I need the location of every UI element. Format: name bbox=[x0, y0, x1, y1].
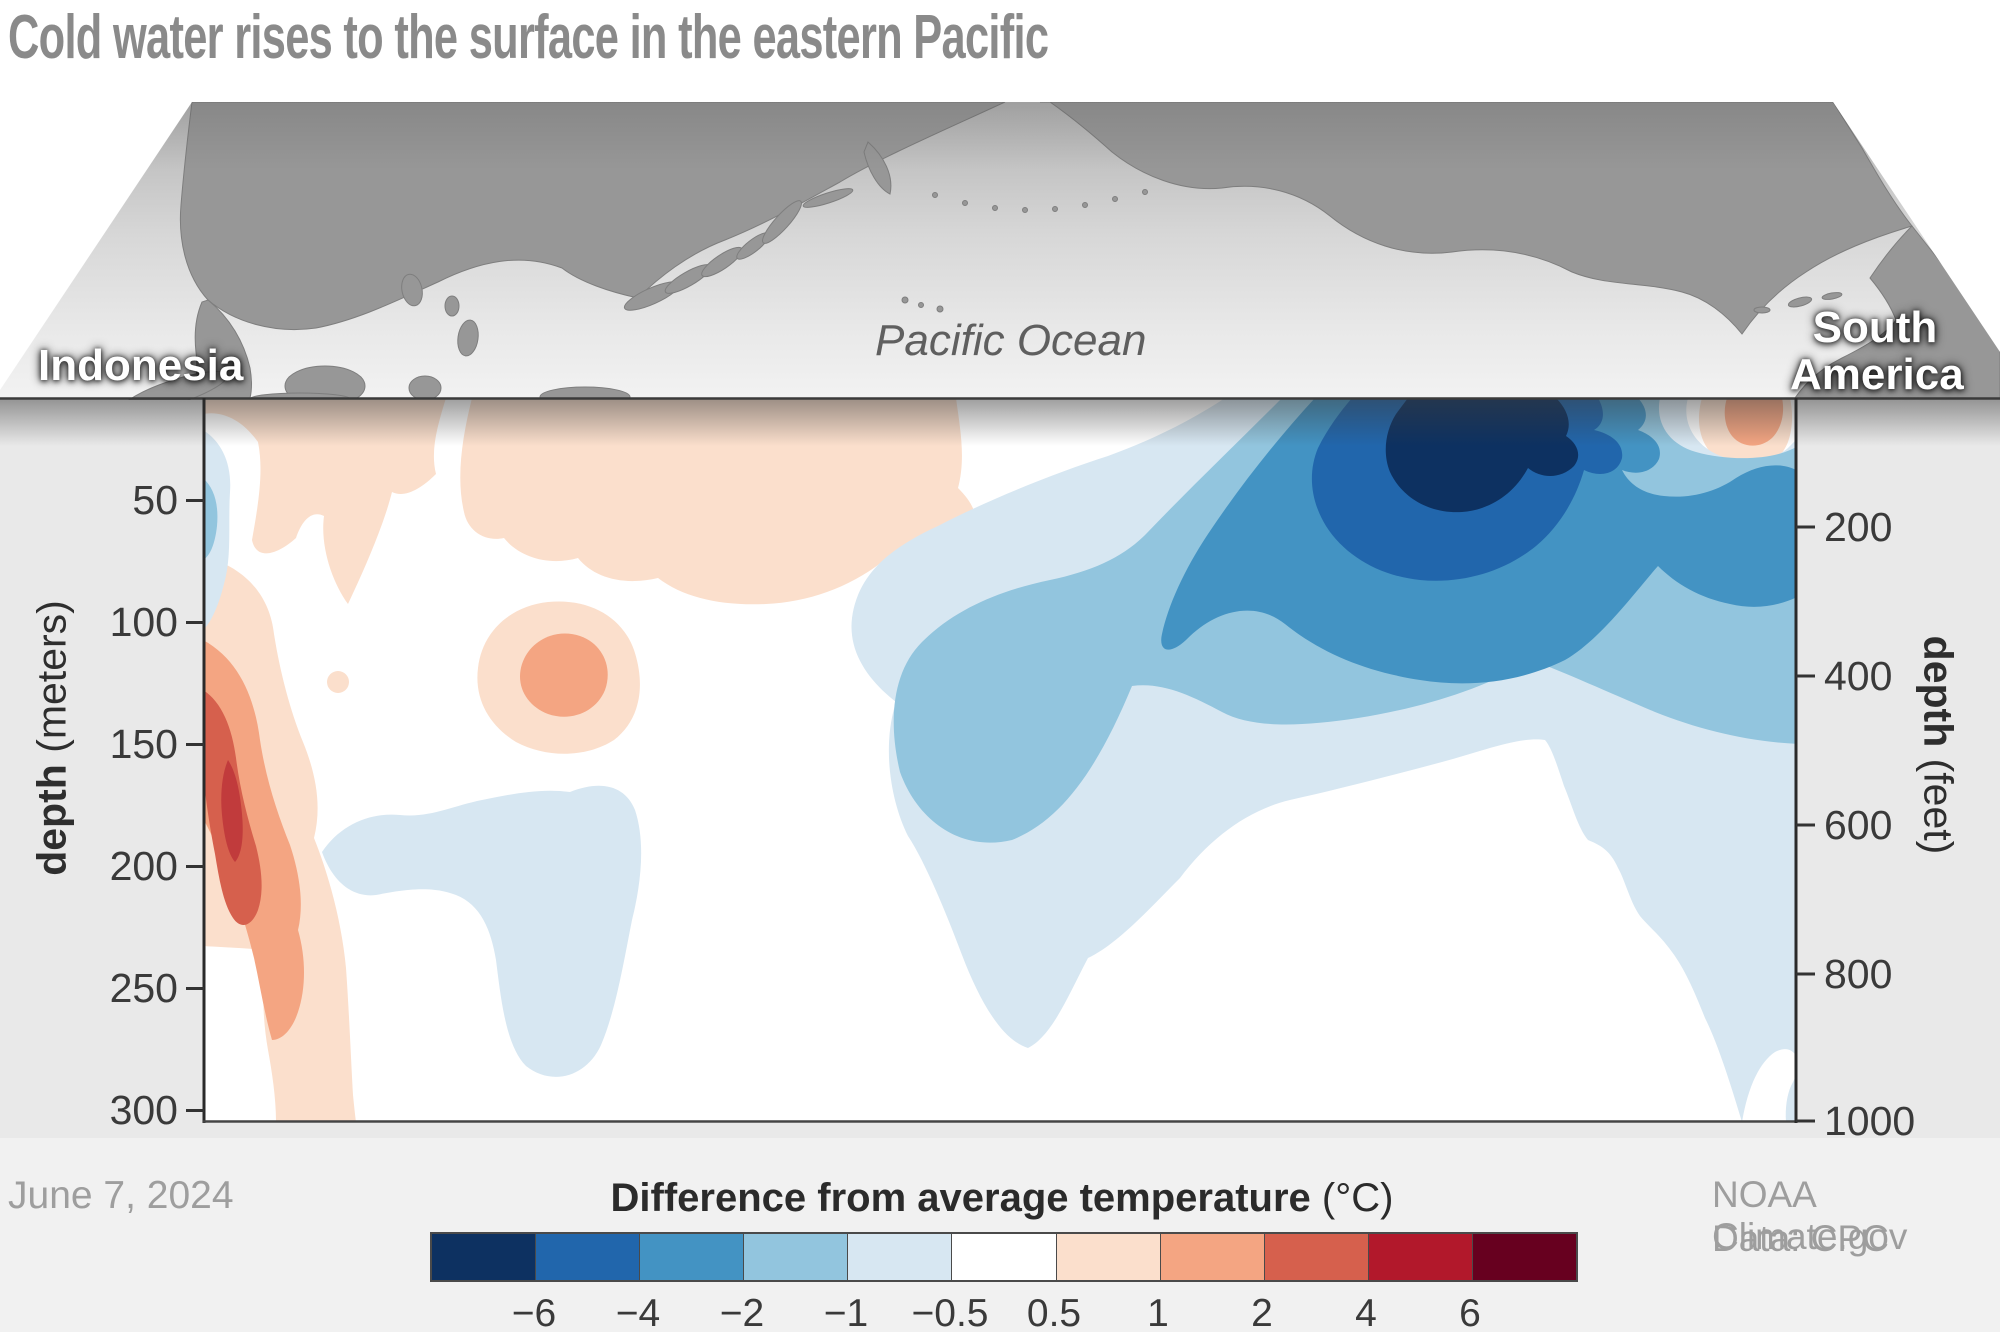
colorbar-swatch bbox=[744, 1234, 849, 1280]
contour-warm-top-center bbox=[460, 398, 976, 605]
left-axis-title-unit: (meters) bbox=[28, 600, 75, 765]
map-label-south-america: South America bbox=[1790, 303, 1964, 399]
map-label-pacific-ocean: Pacific Ocean bbox=[875, 316, 1147, 365]
colorbar-swatch bbox=[1472, 1234, 1577, 1280]
contour-cold-central-blob bbox=[322, 785, 642, 1077]
legend-title: Difference from average temperature (°C) bbox=[430, 1176, 1574, 1221]
contour-warm-west-core2 bbox=[221, 760, 243, 862]
map-land-aleutians bbox=[932, 189, 1148, 213]
left-tick-100: 100 bbox=[109, 599, 178, 645]
left-axis-title-word: depth bbox=[28, 764, 75, 876]
right-tick-200: 200 bbox=[1824, 504, 1893, 550]
page-title: Cold water rises to the surface in the e… bbox=[8, 3, 1049, 72]
colorbar-tick: −4 bbox=[615, 1292, 661, 1335]
colorbar-tick: −6 bbox=[511, 1292, 557, 1335]
colorbar-tick: −0.5 bbox=[911, 1292, 989, 1335]
left-tick-50: 50 bbox=[132, 477, 178, 523]
left-tick-150: 150 bbox=[109, 721, 178, 767]
map-land-indonesia bbox=[122, 273, 631, 400]
colorbar-swatch bbox=[848, 1234, 953, 1280]
contour-warm-top-left bbox=[203, 398, 446, 604]
right-tick-600: 600 bbox=[1824, 802, 1893, 848]
right-axis-title: depth (feet) bbox=[1915, 636, 1962, 855]
left-tick-200: 200 bbox=[109, 843, 178, 889]
colorbar-swatch bbox=[1368, 1234, 1473, 1280]
credit-noaa: NOAA Climate.gov bbox=[1712, 1174, 1908, 1257]
colorbar-tick: −2 bbox=[719, 1292, 765, 1335]
left-tick-250: 250 bbox=[109, 965, 178, 1011]
colorbar-swatch bbox=[640, 1234, 745, 1280]
left-tick-300: 300 bbox=[109, 1087, 178, 1133]
map-label-south-line2: America bbox=[1790, 350, 1964, 399]
colorbar-swatch bbox=[952, 1234, 1057, 1280]
colorbar-swatch bbox=[1056, 1234, 1161, 1280]
right-axis-title-unit: (feet) bbox=[1915, 747, 1962, 855]
colorbar-tick: 4 bbox=[1355, 1292, 1377, 1335]
contour-cold-west-edge bbox=[203, 430, 231, 630]
right-axis-title-word: depth bbox=[1915, 635, 1962, 748]
map-land-hawaii bbox=[901, 296, 944, 313]
colorbar-tick: −1 bbox=[823, 1292, 869, 1335]
date-label: June 7, 2024 bbox=[8, 1174, 234, 1217]
right-tick-1000: 1000 bbox=[1824, 1098, 1916, 1144]
right-tick-400: 400 bbox=[1824, 653, 1893, 699]
colorbar-tick: 1 bbox=[1147, 1292, 1169, 1335]
colorbar bbox=[430, 1232, 1578, 1282]
map-shadow bbox=[0, 398, 2000, 446]
colorbar-tick: 0.5 bbox=[1026, 1292, 1082, 1335]
colorbar-swatch bbox=[536, 1234, 641, 1280]
pacific-map-graphic bbox=[0, 102, 2000, 400]
colorbar-tick: 2 bbox=[1251, 1292, 1273, 1335]
credit-data-source: Data: CPC bbox=[1712, 1218, 1889, 1259]
colorbar-swatch bbox=[432, 1234, 537, 1280]
colorbar-swatch bbox=[1160, 1234, 1265, 1280]
axes-lines bbox=[0, 397, 2000, 1123]
colorbar-tick: 6 bbox=[1459, 1292, 1481, 1335]
left-axis-title: depth (meters) bbox=[29, 600, 76, 876]
map-label-south-line1: South bbox=[1812, 303, 1938, 352]
legend-title-text: Difference from average temperature bbox=[610, 1176, 1311, 1220]
contour-warm-eddy-inner bbox=[519, 633, 608, 717]
right-tick-800: 800 bbox=[1824, 951, 1893, 997]
map-label-indonesia: Indonesia bbox=[38, 341, 244, 390]
legend-title-unit: (°C) bbox=[1310, 1176, 1394, 1220]
contour-field bbox=[203, 398, 1797, 1122]
colorbar-swatch bbox=[1264, 1234, 1369, 1280]
